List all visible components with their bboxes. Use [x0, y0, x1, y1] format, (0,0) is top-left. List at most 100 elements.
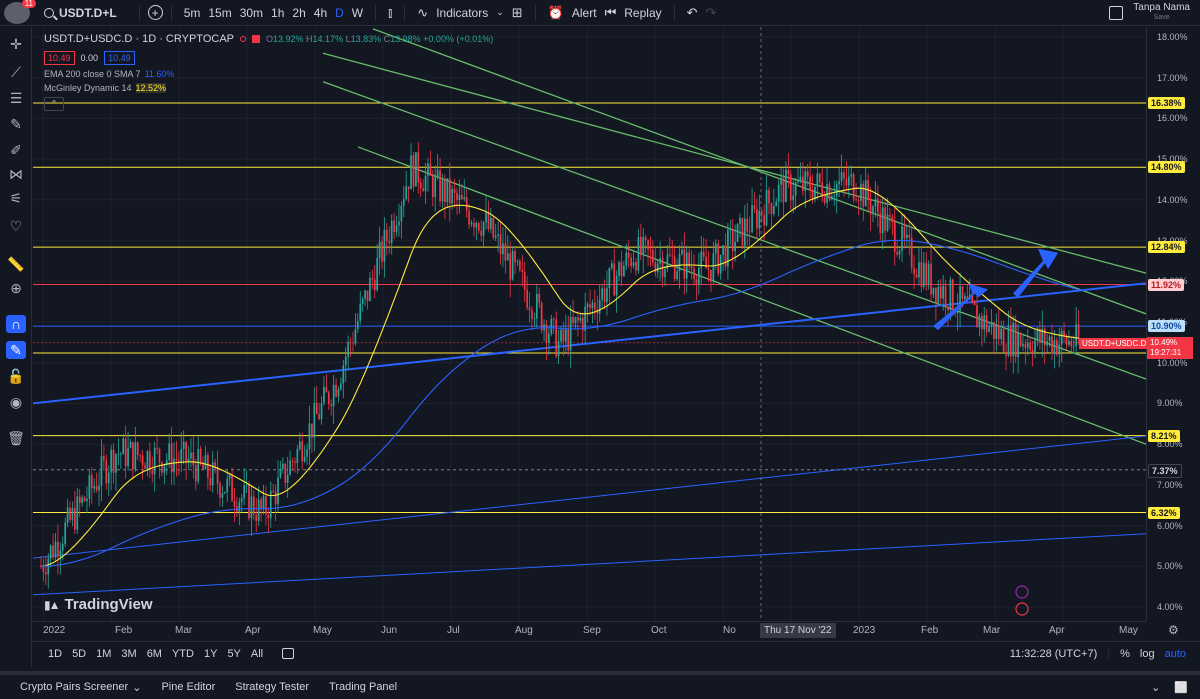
candles-chart-type-icon[interactable]: ⫾ [388, 4, 393, 20]
tradingview-logo-icon: ▮▲ [44, 597, 61, 612]
candle-body [567, 329, 570, 351]
trendline-icon[interactable]: ⟋ [11, 64, 21, 80]
log-scale-button[interactable]: log [1139, 647, 1155, 660]
interval-15m[interactable]: 15m [208, 5, 232, 20]
candle-body [458, 194, 461, 200]
range-1d[interactable]: 1D [48, 647, 63, 660]
compare-symbol-icon[interactable]: + [147, 5, 163, 20]
candle-body [1031, 349, 1034, 354]
pattern-icon[interactable]: ⋈ [9, 166, 23, 182]
range-6m[interactable]: 6M [146, 647, 162, 660]
alert-button[interactable]: Alert [571, 5, 597, 20]
indicators-button[interactable]: Indicators [436, 5, 489, 20]
interval-2h[interactable]: 2h [292, 5, 306, 20]
candle-body [707, 268, 710, 270]
collapse-legend-icon[interactable]: ⌃ [44, 97, 64, 111]
lock-icon[interactable]: 🔓 [7, 368, 25, 384]
chevron-down-icon[interactable]: ⌄ [132, 681, 142, 694]
redo-icon[interactable]: ↷ [705, 4, 717, 20]
bottom-tab-trading-panel[interactable]: Trading Panel [329, 680, 398, 693]
time-axis[interactable]: MayAprMarFeb2023cNoOctSepAugJulJunMayApr… [33, 621, 1146, 639]
price-tick: 10.00% [1157, 357, 1188, 368]
auto-scale-button[interactable]: auto [1164, 647, 1186, 660]
range-all[interactable]: All [250, 647, 264, 660]
percent-scale-button[interactable]: % [1120, 647, 1130, 660]
candle-body [787, 169, 790, 175]
replay-button[interactable]: Replay [624, 5, 662, 20]
fullscreen-icon[interactable] [1109, 6, 1124, 20]
candle-body [964, 296, 966, 299]
range-5d[interactable]: 5D [72, 647, 87, 660]
user-avatar[interactable]: 11 [4, 0, 36, 24]
interval-30m[interactable]: 30m [239, 5, 264, 20]
magnet-icon[interactable]: ∩ [6, 315, 26, 333]
clock[interactable]: 11:32:28 (UTC+7) [1009, 647, 1098, 660]
candle-body [451, 188, 454, 204]
trash-icon[interactable]: 🗑 [7, 430, 25, 446]
range-5y[interactable]: 5Y [227, 647, 241, 660]
interval-1h[interactable]: 1h [271, 5, 285, 20]
range-1y[interactable]: 1Y [203, 647, 218, 660]
user-name[interactable]: Tanpa Nama Save [1133, 3, 1190, 23]
symbol-search[interactable]: USDT.D+L [44, 6, 117, 20]
bottom-tab-crypto-pairs-screener[interactable]: Crypto Pairs Screener [20, 680, 129, 693]
candle-body [1058, 344, 1061, 355]
candle-body [845, 178, 848, 186]
settings-gear-icon[interactable]: ⚙ [1168, 623, 1179, 637]
maximize-panel-icon[interactable]: ⬜ [1174, 681, 1188, 694]
bid-box[interactable]: 10.49 [44, 51, 75, 65]
candle-body [165, 460, 168, 465]
price-level-label: 16.38% [1148, 96, 1185, 109]
heart-icon[interactable]: ♡ [9, 218, 23, 234]
candle-body [344, 356, 347, 366]
undo-icon[interactable]: ↶ [686, 4, 698, 20]
pen-icon[interactable]: ✐ [10, 142, 22, 158]
range-1m[interactable]: 1M [96, 647, 112, 660]
candle-body [1046, 340, 1048, 346]
fib-retracement-icon[interactable]: ☰ [9, 90, 23, 106]
bottom-tab-strategy-tester[interactable]: Strategy Tester [235, 680, 310, 693]
candle-body [221, 493, 224, 498]
candle-body [980, 316, 983, 330]
watermark-text: TradingView [64, 596, 153, 613]
candle-body [577, 317, 579, 321]
candle-body [228, 474, 231, 479]
zoom-icon[interactable]: ⊕ [10, 280, 22, 296]
interval-4h[interactable]: 4h [313, 5, 328, 20]
candle-body [533, 318, 536, 320]
candle-body [417, 152, 420, 183]
interval-D[interactable]: D [335, 5, 344, 20]
chart-area[interactable] [33, 27, 1146, 621]
lock-drawing-icon[interactable]: ✎ [6, 341, 26, 359]
eye-icon[interactable]: ◉ [9, 394, 23, 410]
open-value: 13.92% [273, 34, 304, 44]
ask-box[interactable]: 10.49 [104, 51, 135, 65]
calendar-icon[interactable] [282, 648, 295, 659]
candle-body [591, 302, 594, 309]
bottom-tab-pine-editor[interactable]: Pine Editor [161, 680, 216, 693]
projection-icon[interactable]: ⚟ [9, 190, 23, 206]
ema-indicator-legend[interactable]: EMA 200 close 0 SMA 7 11.60% [44, 69, 493, 79]
range-3m[interactable]: 3M [121, 647, 137, 660]
chevron-down-icon[interactable]: ⌄ [496, 7, 504, 17]
crosshair-icon[interactable]: ✛ [10, 36, 22, 52]
range-ytd[interactable]: YTD [171, 647, 194, 660]
price-axis[interactable]: 18.00%17.00%16.00%15.00%14.00%13.00%12.0… [1146, 27, 1200, 621]
time-tick: Apr [245, 625, 261, 636]
candle-body [613, 263, 616, 296]
candle-body [460, 194, 463, 200]
candle-body [415, 152, 417, 187]
ruler-icon[interactable]: 📏 [7, 256, 25, 272]
interval-5m[interactable]: 5m [183, 5, 201, 20]
interval-W[interactable]: W [351, 5, 364, 20]
candle-body [66, 507, 69, 523]
mcginley-indicator-legend[interactable]: McGinley Dynamic 14 12.52% [44, 83, 493, 93]
brush-icon[interactable]: ✎ [10, 116, 22, 132]
layouts-icon[interactable]: ⊞ [511, 4, 523, 20]
candle-body [540, 302, 543, 331]
toolbar-divider [534, 4, 536, 21]
candle-body [330, 403, 333, 407]
candle-body [1017, 333, 1019, 358]
collapse-panel-icon[interactable]: ⌄ [1151, 681, 1161, 694]
candle-body [194, 465, 197, 482]
